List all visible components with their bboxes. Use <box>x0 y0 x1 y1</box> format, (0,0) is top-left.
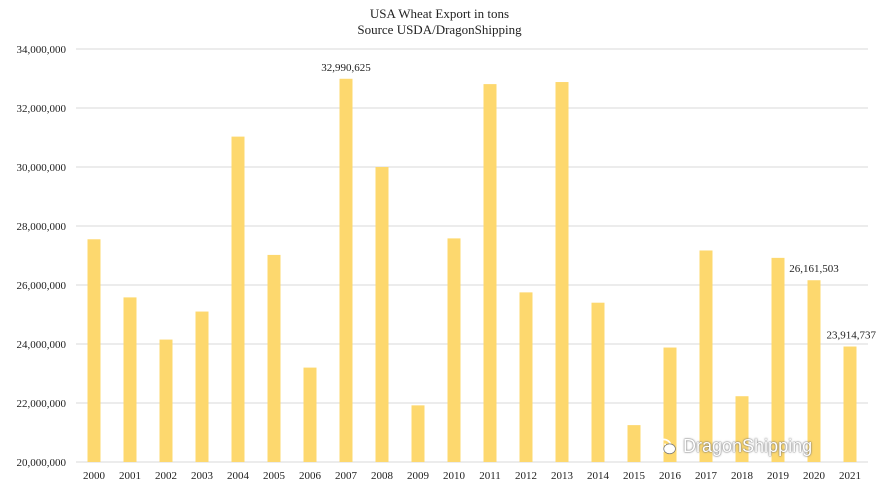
wechat-icon <box>655 437 676 454</box>
bar-2020 <box>807 280 821 462</box>
x-tick-label: 2010 <box>443 470 466 482</box>
data-label: 32,990,625 <box>321 62 371 74</box>
y-tick-label: 28,000,000 <box>17 221 67 233</box>
x-tick-label: 2012 <box>515 470 537 482</box>
data-label: 26,161,503 <box>789 263 839 275</box>
bar-2021 <box>843 346 857 462</box>
x-tick-label: 2016 <box>659 470 682 482</box>
bar-2007 <box>339 78 353 463</box>
bar-2003 <box>195 311 209 462</box>
watermark: DragonShipping <box>655 436 812 457</box>
x-tick-label: 2003 <box>191 470 214 482</box>
bar-2014 <box>591 302 605 462</box>
bar-2002 <box>159 339 173 462</box>
bar-2018 <box>735 396 749 462</box>
bar-2017 <box>699 250 713 462</box>
x-tick-label: 2007 <box>335 470 358 482</box>
x-tick-label: 2013 <box>551 470 574 482</box>
bar-2015 <box>627 425 641 462</box>
y-tick-label: 24,000,000 <box>17 339 67 351</box>
bar-2016 <box>663 347 677 462</box>
x-tick-label: 2000 <box>83 470 106 482</box>
x-tick-label: 2017 <box>695 470 718 482</box>
x-tick-label: 2004 <box>227 470 250 482</box>
x-tick-label: 2002 <box>155 470 177 482</box>
x-tick-label: 2021 <box>839 470 861 482</box>
bar-2009 <box>411 405 425 462</box>
x-tick-label: 2001 <box>119 470 141 482</box>
x-tick-label: 2009 <box>407 470 430 482</box>
x-tick-label: 2006 <box>299 470 322 482</box>
bar-2000 <box>87 239 101 462</box>
bar-2001 <box>123 297 137 462</box>
bar-2008 <box>375 167 389 462</box>
y-tick-label: 34,000,000 <box>17 44 67 56</box>
bar-2005 <box>267 254 281 462</box>
x-tick-label: 2005 <box>263 470 286 482</box>
y-tick-label: 22,000,000 <box>17 398 67 410</box>
x-tick-label: 2019 <box>767 470 790 482</box>
bar-2010 <box>447 238 461 462</box>
y-tick-label: 30,000,000 <box>17 162 67 174</box>
x-tick-label: 2011 <box>479 470 501 482</box>
bar-2006 <box>303 367 317 462</box>
bar-2019 <box>771 257 785 462</box>
x-tick-label: 2020 <box>803 470 826 482</box>
bar-2012 <box>519 292 533 462</box>
bar-2011 <box>483 84 497 462</box>
chart-title: USA Wheat Export in tons <box>369 6 510 21</box>
chart-subtitle: Source USDA/DragonShipping <box>357 22 522 37</box>
x-tick-label: 2014 <box>587 470 610 482</box>
y-tick-label: 20,000,000 <box>17 457 67 469</box>
x-tick-label: 2015 <box>623 470 646 482</box>
x-tick-label: 2018 <box>731 470 754 482</box>
bar-2013 <box>555 82 569 462</box>
bar-2004 <box>231 136 245 463</box>
y-tick-label: 32,000,000 <box>17 103 67 115</box>
y-tick-label: 26,000,000 <box>17 280 67 292</box>
watermark-text: DragonShipping <box>683 436 813 456</box>
data-label: 23,914,737 <box>827 330 877 342</box>
x-tick-label: 2008 <box>371 470 394 482</box>
